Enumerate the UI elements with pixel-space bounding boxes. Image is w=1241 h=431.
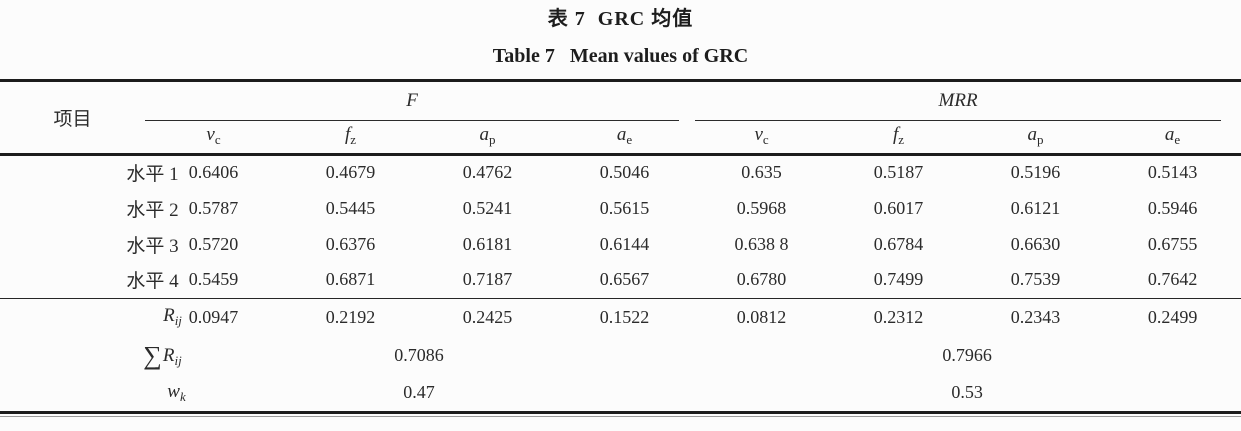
row-label: 水平 3 (126, 235, 179, 257)
value-cell: 0.2192 (325, 306, 376, 327)
value-cell: 0.5196 (1010, 162, 1061, 183)
table-row-wk: wk 0.47 0.53 (0, 375, 1241, 412)
sum-value-mrr: 0.7966 (942, 345, 992, 365)
value-cell: 0.6017 (873, 197, 924, 218)
value-cell: 0.5459 (145, 262, 282, 299)
value-cell: 0.5787 (188, 197, 239, 218)
group-header-f: F (145, 81, 693, 121)
value-cell: 0.0812 (736, 306, 787, 327)
subheader-f-ae: ae (556, 120, 694, 156)
value-cell: 0.5046 (599, 162, 650, 183)
value-cell: 0.4762 (462, 162, 513, 183)
value-cell: 0.6121 (1010, 197, 1061, 218)
table-title-en: Table 7 Mean values of GRC (492, 45, 749, 67)
subheader-f-vc: vc (145, 120, 282, 156)
row-label-sum-rij: ∑Rij (143, 340, 182, 370)
table-row-level-3: 水平 3 0.5720 0.6376 0.6181 0.6144 0.638 8… (0, 226, 1241, 262)
table-row-sum-rij: ∑Rij 0.7086 0.7966 (0, 336, 1241, 375)
grc-mean-values-table: 项目 F MRR vc fz ap ae vc fz ap ae 水平 1 0.… (0, 79, 1241, 414)
value-cell: 0.2425 (462, 306, 513, 327)
value-cell: 0.6144 (599, 233, 650, 254)
value-cell: 0.7642 (1104, 262, 1241, 299)
subheader-f-ap: ap (419, 120, 556, 156)
value-cell: 0.1522 (599, 306, 650, 327)
row-label: 水平 2 (126, 199, 179, 221)
value-cell: 0.5615 (599, 197, 650, 218)
value-cell: 0.638 8 (734, 233, 789, 254)
wk-value-mrr: 0.53 (951, 382, 983, 403)
sub-header-row: vc fz ap ae vc fz ap ae (0, 120, 1241, 156)
row-label-wk: wk (167, 380, 186, 404)
table-title-zh: 表 7 GRC 均值 (547, 8, 694, 30)
subheader-mrr-fz: fz (830, 120, 968, 156)
subheader-mrr-ae: ae (1104, 120, 1241, 156)
value-cell: 0.6406 (188, 162, 239, 183)
value-cell: 0.6567 (556, 262, 694, 299)
value-cell: 0.0947 (188, 306, 239, 327)
subheader-mrr-ap: ap (967, 120, 1105, 156)
row-label: 水平 4 (0, 262, 179, 299)
value-cell: 0.7499 (830, 262, 968, 299)
value-cell: 0.6780 (693, 262, 831, 299)
value-cell: 0.5946 (1147, 197, 1198, 218)
row-label-rij: Rij (163, 305, 182, 329)
table-row-level-2: 水平 2 0.5787 0.5445 0.5241 0.5615 0.5968 … (0, 190, 1241, 226)
value-cell: 0.5143 (1147, 162, 1198, 183)
table-row-rij: Rij 0.0947 0.2192 0.2425 0.1522 0.0812 0… (0, 298, 1241, 336)
value-cell: 0.5241 (462, 197, 513, 218)
value-cell: 0.2499 (1147, 306, 1198, 327)
group-header-mrr: MRR (693, 81, 1241, 121)
table-row-level-4: 水平 4 0.5459 0.6871 0.7187 0.6567 0.6780 … (0, 262, 1241, 299)
value-cell: 0.5187 (873, 162, 924, 183)
wk-value-f: 0.47 (403, 382, 435, 403)
value-cell: 0.7539 (967, 262, 1105, 299)
value-cell: 0.5720 (188, 233, 239, 254)
value-cell: 0.5968 (736, 197, 787, 218)
bottom-rule-echo (0, 415, 1241, 417)
value-cell: 0.2343 (1010, 306, 1061, 327)
value-cell: 0.6630 (1010, 233, 1061, 254)
group-header-row: 项目 F MRR (0, 80, 1241, 156)
value-cell: 0.635 (741, 162, 782, 183)
table-row-level-1: 水平 1 0.6406 0.4679 0.4762 0.5046 0.635 0… (0, 154, 1241, 190)
value-cell: 0.5445 (325, 197, 376, 218)
value-cell: 0.6376 (325, 233, 376, 254)
item-column-header: 项目 (0, 80, 145, 156)
value-cell: 0.6871 (282, 262, 419, 299)
group-mrr-label: MRR (938, 89, 978, 111)
value-cell: 0.7187 (419, 262, 556, 299)
value-cell: 0.6755 (1147, 233, 1198, 254)
value-cell: 0.4679 (325, 162, 376, 183)
value-cell: 0.2312 (873, 306, 924, 327)
value-cell: 0.6181 (462, 233, 513, 254)
subheader-mrr-vc: vc (693, 120, 831, 156)
group-f-label: F (406, 89, 418, 111)
row-label: 水平 1 (126, 164, 179, 186)
sum-value-f: 0.7086 (394, 345, 444, 365)
subheader-f-fz: fz (282, 120, 419, 156)
value-cell: 0.6784 (873, 233, 924, 254)
